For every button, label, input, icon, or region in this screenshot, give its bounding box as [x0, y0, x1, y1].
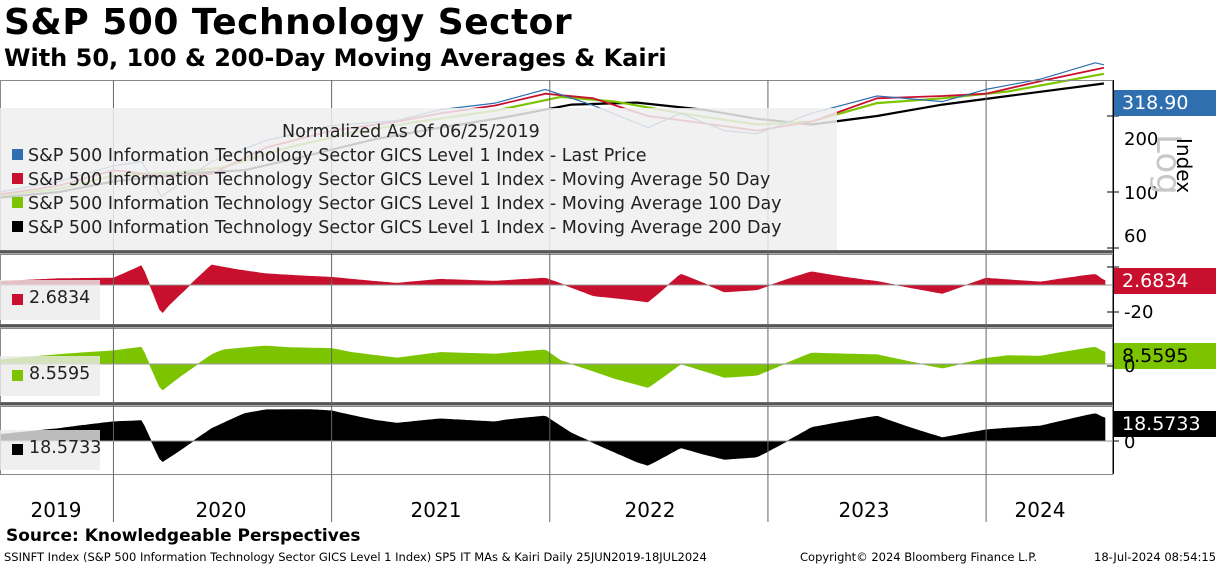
chart-subtitle: With 50, 100 & 200-Day Moving Averages &… [4, 44, 667, 72]
legend-label: S&P 500 Information Technology Sector GI… [28, 170, 771, 190]
kairi-200-legend: 18.5733 [0, 430, 102, 470]
y-tick-200: 200 [1124, 129, 1159, 150]
kairi-50-legend: 2.6834 [0, 280, 100, 320]
legend-swatch [12, 221, 23, 232]
x-tick-2020: 2020 [195, 498, 247, 522]
kairi-100-panel [0, 345, 1106, 391]
footer-timestamp: 18-Jul-2024 08:54:15 [1094, 550, 1217, 564]
kairi-100-tick: 0 [1124, 356, 1136, 377]
y-tick-100: 100 [1124, 183, 1159, 204]
legend-label: S&P 500 Information Technology Sector GI… [28, 146, 647, 166]
kairi-100-tag: 8.5595 [1114, 343, 1216, 369]
legend-swatch [12, 149, 23, 160]
legend-box [0, 108, 837, 250]
kairi-100-legend: 8.5595 [0, 356, 100, 396]
x-tick-2024: 2024 [1014, 498, 1066, 522]
footer-copyright: Copyright© 2024 Bloomberg Finance L.P. [800, 550, 1037, 564]
x-tick-2021: 2021 [410, 498, 462, 522]
kairi-200-tick: 0 [1124, 432, 1136, 453]
legend-swatch [12, 444, 23, 455]
legend-item-ma200: S&P 500 Information Technology Sector GI… [12, 218, 782, 238]
source-note: Source: Knowledgeable Perspectives [6, 526, 361, 546]
y-axis-label: Index [1172, 138, 1196, 194]
x-tick-2023: 2023 [838, 498, 890, 522]
legend-label: S&P 500 Information Technology Sector GI… [28, 194, 782, 214]
legend-label: S&P 500 Information Technology Sector GI… [28, 218, 782, 238]
kairi-100-legend-value: 8.5595 [29, 364, 91, 384]
legend-header: Normalized As Of 06/25/2019 [282, 122, 540, 142]
kairi-200-legend-value: 18.5733 [29, 438, 102, 458]
legend-item-ma50: S&P 500 Information Technology Sector GI… [12, 170, 770, 190]
legend-item-last-price: S&P 500 Information Technology Sector GI… [12, 146, 647, 166]
kairi-50-area [0, 264, 1106, 314]
legend-swatch [12, 197, 23, 208]
x-tick-2019: 2019 [30, 498, 82, 522]
legend-swatch [12, 370, 23, 381]
last-price-tag: 318.90 [1114, 90, 1216, 116]
legend-item-ma100: S&P 500 Information Technology Sector GI… [12, 194, 782, 214]
legend-swatch [12, 294, 23, 305]
kairi-200-area [0, 409, 1106, 466]
y-tick-60: 60 [1124, 226, 1147, 247]
kairi-200-tag: 18.5733 [1114, 411, 1216, 437]
kairi-50-tick: -20 [1124, 302, 1154, 323]
legend-swatch [12, 173, 23, 184]
kairi-100-area [0, 345, 1106, 391]
chart-title: S&P 500 Technology Sector [4, 2, 573, 43]
footer-description: SSINFT Index (S&P 500 Information Techno… [4, 550, 707, 564]
kairi-50-tag: 2.6834 [1114, 268, 1216, 294]
kairi-200-panel [0, 409, 1106, 466]
x-tick-2022: 2022 [624, 498, 676, 522]
kairi-50-legend-value: 2.6834 [29, 288, 91, 308]
kairi-50-panel [0, 264, 1106, 314]
